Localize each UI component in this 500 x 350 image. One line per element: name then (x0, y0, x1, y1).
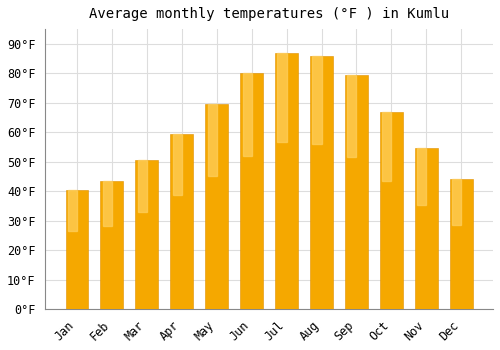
Bar (240, 73, 263, 309)
Bar (66, 190, 88, 309)
Bar (136, 160, 158, 309)
Bar (382, 112, 392, 181)
Title: Average monthly temperatures (°F ) in Kumlu: Average monthly temperatures (°F ) in Ku… (89, 7, 449, 21)
Bar (345, 75, 368, 309)
Bar (170, 134, 193, 309)
Bar (450, 179, 472, 309)
Bar (275, 52, 298, 309)
Bar (100, 181, 123, 309)
Bar (380, 112, 403, 309)
Bar (452, 179, 462, 225)
Bar (418, 148, 426, 205)
Bar (312, 56, 322, 144)
Bar (206, 104, 228, 309)
Bar (138, 160, 147, 212)
Bar (68, 190, 77, 231)
Bar (242, 73, 252, 156)
Bar (348, 75, 356, 157)
Bar (208, 104, 216, 176)
Bar (102, 181, 112, 226)
Bar (415, 148, 438, 309)
Bar (310, 56, 333, 309)
Bar (278, 52, 286, 142)
Bar (172, 134, 182, 195)
